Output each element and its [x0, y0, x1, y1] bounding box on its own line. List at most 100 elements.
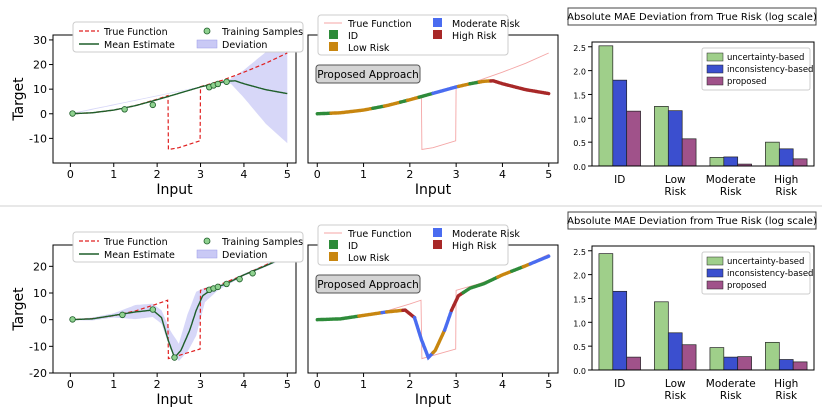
legend-label: Moderate Risk: [452, 229, 520, 240]
y-tick-label: 1.0: [573, 115, 586, 124]
legend-swatch-samples: [203, 27, 211, 35]
bar-inconsistency-based: [667, 110, 683, 167]
bar-proposed: [681, 138, 697, 167]
legend-box: [701, 251, 811, 295]
x-tick-label: 2: [406, 378, 413, 391]
training-sample-point: [69, 110, 76, 117]
bar-inconsistency-based: [723, 156, 739, 167]
x-tick-label: 0: [67, 378, 74, 391]
legend-label: High Risk: [452, 241, 497, 252]
chart-title-box: [567, 7, 817, 26]
bar-inconsistency-based: [667, 332, 683, 371]
bar-panel-2: Absolute MAE Deviation from True Risk (l…: [567, 211, 817, 402]
x-tick-label: 4: [499, 168, 506, 181]
legend-label: uncertainty-based: [727, 53, 804, 63]
legend-swatch-moderate-risk: [433, 18, 442, 27]
legend-label: Low Risk: [348, 253, 390, 264]
category-label: Risk: [775, 390, 798, 402]
x-tick-label: 4: [240, 378, 247, 391]
bar-proposed: [626, 110, 641, 167]
bar-inconsistency-based: [612, 290, 628, 371]
x-tick-label: 1: [360, 378, 367, 391]
risk-segment-low-risk: [431, 328, 447, 355]
legend-label: ID: [348, 241, 358, 252]
legend-label: inconsistency-based: [727, 65, 813, 75]
bar-inconsistency-based: [612, 79, 628, 167]
risk-segment-moderate-risk: [412, 315, 435, 361]
bar-uncertainty-based: [598, 45, 614, 167]
y-tick-label: 10: [33, 287, 47, 300]
y-tick-label: 0.0: [573, 163, 586, 172]
legend-label: inconsistency-based: [727, 269, 813, 279]
risk-segment-low-risk: [405, 95, 421, 102]
legend-swatch-proposed: [706, 76, 724, 86]
mean-estimate-line: [70, 80, 288, 115]
training-sample-point: [119, 311, 126, 319]
risk-segment-low-risk: [385, 308, 405, 314]
risk-segment-low-risk: [496, 269, 514, 279]
legend-swatch-inconsistency-based: [706, 64, 724, 74]
y-tick-label: 20: [33, 260, 47, 273]
x-tick-label: 3: [453, 378, 460, 391]
x-tick-label: 4: [499, 378, 506, 391]
line-panel-1: 0 1 2 3 4 5 -10 0 10 20 30 Input Target True Function…: [11, 21, 304, 198]
x-axis-label: Input: [156, 392, 193, 408]
risk-segment-id: [315, 111, 333, 116]
risk-segment-id: [371, 104, 387, 110]
legend-swatch-id: [329, 30, 338, 39]
bar-panel-1: Absolute MAE Deviation from True Risk (l…: [567, 7, 817, 198]
legend-swatch-uncertainty-based: [706, 256, 724, 266]
category-label: Low: [665, 378, 686, 390]
category-label: Moderate: [706, 378, 756, 390]
training-sample-point: [149, 306, 157, 313]
y-tick-label: -10: [29, 132, 47, 145]
legend-label: Mean Estimate: [104, 40, 175, 51]
training-sample-point: [69, 316, 76, 323]
legend-label: Training Samples: [221, 27, 303, 38]
y-tick-label: 20: [33, 59, 47, 72]
risk-segment-high-risk: [449, 291, 465, 312]
annotation-box: [315, 64, 421, 84]
training-sample-point: [249, 270, 256, 277]
risk-segment-low-risk: [329, 106, 375, 115]
legend-label: ID: [348, 31, 358, 42]
x-tick-label: 3: [197, 168, 204, 181]
legend-label: Training Samples: [221, 237, 303, 248]
risk-segment-moderate-risk: [431, 84, 461, 95]
training-sample-point: [149, 101, 157, 109]
risk-segment-id: [510, 265, 525, 273]
legend-box: [72, 231, 304, 263]
legend-swatch-low-risk: [329, 42, 338, 51]
x-tick-label: 2: [154, 378, 161, 391]
legend-label: Mean Estimate: [104, 250, 175, 261]
legend-swatch-id: [329, 240, 338, 249]
x-tick-label: 5: [284, 378, 291, 391]
risk-segment-moderate-risk: [528, 254, 551, 266]
y-tick-label: 2.5: [573, 44, 586, 53]
annotation-label: Proposed Approach: [317, 279, 419, 291]
bar-uncertainty-based: [709, 157, 725, 167]
category-label: Risk: [720, 390, 743, 402]
training-sample-point: [171, 354, 178, 361]
legend-swatch-proposed: [706, 280, 724, 290]
x-tick-label: 5: [284, 168, 291, 181]
annotation-box: [315, 274, 421, 294]
y-tick-label: -10: [29, 340, 47, 353]
legend-swatch-low-risk: [329, 252, 338, 261]
x-tick-label: 0: [67, 168, 74, 181]
risk-segment-id: [315, 314, 361, 322]
y-tick-label: 0: [40, 314, 47, 327]
category-label: High: [774, 174, 798, 186]
y-tick-label: 2.0: [573, 272, 586, 281]
training-sample-point: [236, 275, 243, 283]
risk-segment-id: [417, 91, 435, 99]
legend-swatch-samples: [203, 237, 211, 245]
plot-frame: [591, 245, 815, 371]
bar-uncertainty-based: [654, 301, 669, 371]
risk-segment-low-risk: [456, 82, 472, 89]
legend-swatch-uncertainty-based: [706, 52, 724, 62]
deviation-band: [70, 39, 288, 144]
chart-title-box: [567, 211, 817, 230]
training-sample-point: [214, 80, 222, 88]
y-tick-label: 0.5: [573, 343, 586, 352]
